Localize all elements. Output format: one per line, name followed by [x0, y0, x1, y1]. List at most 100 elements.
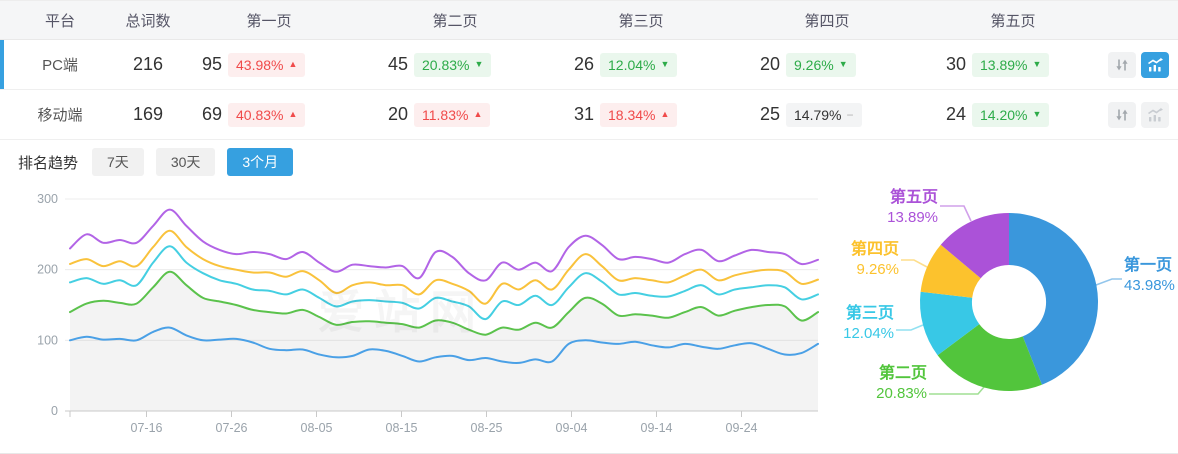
sort-arrows-icon [1116, 109, 1128, 120]
total-words-value: 216 [132, 54, 164, 74]
page5-count: 30 [945, 54, 966, 74]
table-row-mobile[interactable]: 移动端 169 69 40.83% ▲ 20 11.83% ▲ 31 18.34% ▲… [0, 90, 1178, 140]
page2-count: 45 [387, 54, 408, 74]
table-header: 平台 总词数 第一页 第二页 第三页 第四页 第五页 [0, 0, 1178, 40]
col-header-page1: 第一页 [246, 12, 292, 30]
page1-change-badge: 43.98% ▲ [228, 52, 306, 77]
pie-leader-line-第四页 [901, 259, 928, 268]
page5-change-badge: 14.20% ▼ [972, 102, 1050, 127]
trend-arrow-icon: ▲ [288, 109, 298, 119]
page2-change-badge: 20.83% ▼ [414, 52, 492, 77]
pie-slice-第二页[interactable] [937, 324, 1042, 392]
trend-chart-icon [1148, 57, 1163, 71]
col-header-page3: 第三页 [618, 12, 664, 30]
rank-trend-line-chart: 0 100 200 300 07-16 07-26 08-05 08-15 08-25 09-04… [37, 192, 819, 435]
sort-button[interactable] [1108, 101, 1136, 128]
col-header-page4: 第四页 [804, 12, 850, 30]
page5-change-badge: 13.89% ▼ [972, 52, 1050, 77]
area-fill [70, 271, 818, 411]
trend-arrow-icon: ▼ [660, 59, 670, 69]
sort-arrows-icon [1116, 59, 1128, 70]
rank-distribution-donut-chart [896, 205, 1122, 395]
pie-slice-第四页[interactable] [920, 244, 981, 298]
page4-change-badge: 9.26% ▼ [786, 52, 856, 77]
pie-slice-第一页[interactable] [1009, 213, 1099, 385]
page3-count: 31 [573, 104, 594, 124]
pie-leader-line-第二页 [929, 386, 985, 395]
trend-arrow-icon: ▼ [1032, 109, 1042, 119]
platform-label: PC端 [42, 57, 78, 74]
x-axis-label: 09-14 [641, 421, 673, 435]
pie-label-page3: 第三页 12.04% [843, 305, 894, 342]
page3-change-badge: 18.34% ▲ [600, 102, 678, 127]
col-header-total-words: 总词数 [125, 12, 171, 30]
pie-label-page5: 第五页 13.89% [887, 189, 938, 226]
y-axis-label: 100 [37, 333, 58, 347]
line-series-第一页 [69, 326, 819, 364]
pie-slice-第五页[interactable] [940, 213, 1009, 279]
pie-label-page4: 第四页 9.26% [850, 241, 899, 278]
trend-section-header: 排名趋势 7天 30天 3个月 [0, 140, 1178, 184]
pie-label-page2: 第二页 20.83% [876, 365, 927, 402]
line-series-第四页(累计) [69, 229, 819, 305]
x-axis-label: 08-25 [471, 421, 503, 435]
page1-count: 69 [201, 104, 222, 124]
trend-arrow-icon: ▲ [288, 59, 298, 69]
chart-toggle-button[interactable] [1141, 101, 1169, 128]
tab-30-days[interactable]: 30天 [155, 148, 216, 176]
col-header-page2: 第二页 [432, 12, 478, 30]
col-header-platform: 平台 [44, 12, 75, 30]
page3-cell: 31 18.34% ▲ [548, 102, 734, 127]
sort-button[interactable] [1108, 51, 1136, 78]
x-axis-label: 08-05 [301, 421, 333, 435]
page4-count: 20 [759, 54, 780, 74]
trend-arrow-icon: − [846, 107, 854, 122]
page4-cell: 20 9.26% ▼ [734, 52, 920, 77]
x-axis-label: 08-15 [386, 421, 418, 435]
page5-cell: 24 14.20% ▼ [920, 102, 1106, 127]
pie-label-page1: 第一页 43.98% [1124, 257, 1175, 294]
page2-cell: 45 20.83% ▼ [362, 52, 548, 77]
page3-cell: 26 12.04% ▼ [548, 52, 734, 77]
x-axis-label: 07-26 [216, 421, 248, 435]
y-axis-label: 200 [37, 263, 58, 277]
line-series-第二页(累计) [69, 270, 819, 336]
page2-change-badge: 11.83% ▲ [414, 102, 491, 127]
page2-count: 20 [387, 104, 408, 124]
trend-chart-icon [1148, 107, 1163, 121]
row-actions [1106, 101, 1178, 128]
line-series-第三页(累计) [69, 245, 819, 321]
chart-toggle-button[interactable] [1141, 51, 1169, 78]
charts-area: 0 100 200 300 07-16 07-26 08-05 08-15 08-25 09-04… [0, 184, 1178, 454]
trend-arrow-icon: ▼ [1032, 59, 1042, 69]
y-axis-label: 0 [51, 404, 58, 418]
page5-count: 24 [945, 104, 966, 124]
pie-leader-line-第三页 [896, 324, 924, 331]
pie-slice-第三页[interactable] [919, 291, 980, 356]
x-axis-label: 09-24 [726, 421, 758, 435]
col-header-page5: 第五页 [990, 12, 1036, 30]
x-axis-label: 07-16 [131, 421, 163, 435]
page1-cell: 95 43.98% ▲ [176, 52, 362, 77]
trend-arrow-icon: ▼ [474, 59, 484, 69]
page4-count: 25 [759, 104, 780, 124]
table-row-pc[interactable]: PC端 216 95 43.98% ▲ 45 20.83% ▼ 26 12.04% ▼… [0, 40, 1178, 90]
tab-3-months[interactable]: 3个月 [227, 148, 294, 176]
line-series-第五页(累计) [69, 208, 819, 282]
y-axis-label: 300 [37, 192, 58, 206]
pie-leader-line-第一页 [1095, 278, 1122, 286]
x-axis-label: 09-04 [556, 421, 588, 435]
pie-leader-line-第五页 [940, 205, 972, 222]
page1-change-badge: 40.83% ▲ [228, 102, 306, 127]
tab-7-days[interactable]: 7天 [92, 148, 144, 176]
platform-label: 移动端 [37, 107, 83, 124]
page3-count: 26 [573, 54, 594, 74]
trend-section-title: 排名趋势 [18, 154, 79, 172]
total-words-value: 169 [132, 104, 164, 124]
page1-cell: 69 40.83% ▲ [176, 102, 362, 127]
trend-arrow-icon: ▲ [473, 109, 483, 119]
page1-count: 95 [201, 54, 222, 74]
page2-cell: 20 11.83% ▲ [362, 102, 548, 127]
trend-arrow-icon: ▼ [838, 59, 848, 69]
